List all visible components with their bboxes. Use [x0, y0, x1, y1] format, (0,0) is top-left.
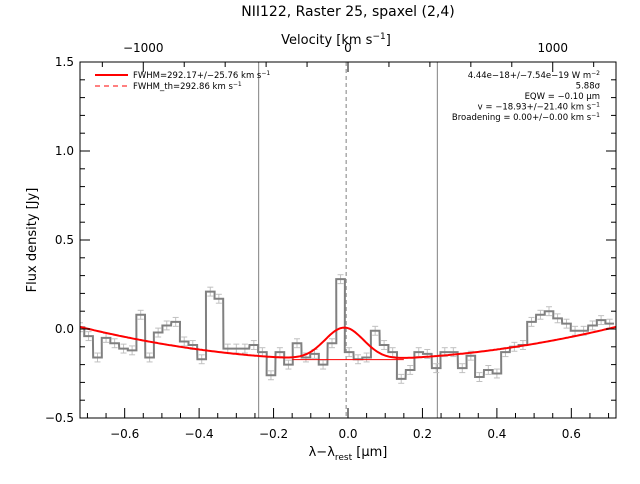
x-tick-label: 0.0 [338, 427, 357, 441]
x-tick-label: 0.6 [562, 427, 581, 441]
fit-annotation: EQW = −0.10 μm [525, 92, 600, 102]
legend-label: FWHM_th=292.86 km s−1 [133, 81, 242, 92]
fit-annotation: 5.88σ [576, 82, 601, 92]
y-tick-label: −0.5 [45, 411, 74, 425]
fit-annotation: 4.44e−18+/−7.54e−19 W m−2 [468, 70, 600, 81]
x-axis-label: λ−λrest [μm] [309, 445, 388, 463]
x-tick-label: 0.2 [413, 427, 432, 441]
y-tick-label: 0.5 [55, 233, 74, 247]
y-tick-label: 1.0 [55, 144, 74, 158]
fit-annotation: v = −18.93+/−21.40 km s−1 [478, 102, 601, 113]
top-tick-label: −1000 [123, 41, 164, 55]
top-tick-label: 1000 [537, 41, 568, 55]
chart-title: NII122, Raster 25, spaxel (2,4) [241, 4, 454, 20]
y-axis-label: Flux density [Jy] [25, 188, 40, 293]
spectrum-step-line [80, 278, 615, 380]
x-tick-label: −0.6 [110, 427, 139, 441]
legend-label: FWHM=292.17+/−25.76 km s−1 [133, 70, 270, 81]
top-axis-label: Velocity [km s−1] [281, 32, 391, 48]
x-tick-label: −0.4 [185, 427, 214, 441]
y-tick-label: 0.0 [55, 322, 74, 336]
x-tick-label: 0.4 [487, 427, 506, 441]
fit-curve [80, 325, 616, 359]
y-tick-label: 1.5 [55, 55, 74, 69]
fit-annotation: Broadening = 0.00+/−0.00 km s−1 [452, 112, 600, 123]
x-tick-label: −0.2 [259, 427, 288, 441]
top-tick-label: 0 [344, 41, 352, 55]
